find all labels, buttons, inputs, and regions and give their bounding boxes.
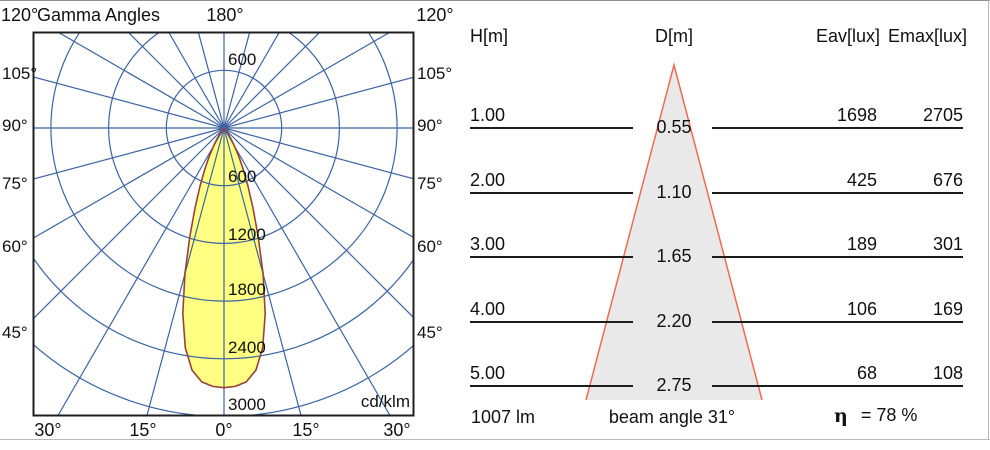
eav-value: 189: [846, 234, 877, 254]
gamma-label-bottom-0: 0°: [215, 420, 233, 440]
gamma-label-left-45: 45°: [2, 323, 28, 342]
d-value: 2.20: [656, 311, 692, 331]
gamma-label-bottom-15r: 15°: [292, 420, 320, 440]
ring-label-600-top: 600: [228, 50, 257, 69]
gamma-corner-label-right: 120°: [416, 5, 454, 25]
top-rule: [0, 0, 990, 1]
h-value: 3.00: [470, 234, 506, 254]
eav-value: 425: [846, 170, 877, 190]
ring-label-1800: 1800: [228, 280, 266, 299]
ring-label-3000: 3000: [228, 395, 266, 414]
col-header-emax: Emax[lux]: [887, 26, 967, 46]
d-value: 2.75: [656, 375, 692, 395]
polar-grid: [33, 32, 414, 416]
d-value: 1.65: [656, 246, 692, 266]
ring-label-1200: 1200: [228, 225, 266, 244]
beam-cone-fill: [586, 65, 762, 400]
eta-value-text: = 78 %: [860, 405, 918, 425]
row-line-left: [470, 127, 633, 129]
gamma-corner-label-left: 120°: [1, 5, 39, 25]
eta-symbol: η: [834, 405, 848, 427]
h-value: 2.00: [470, 170, 506, 190]
eav-value: 106: [846, 299, 877, 319]
right-rule: [988, 0, 989, 440]
ring-label-2400: 2400: [228, 338, 266, 357]
plot-border: [32, 31, 415, 417]
gamma-label-180: 180°: [206, 5, 244, 25]
polar-intensity-chart: [32, 31, 415, 417]
gamma-label-left-105: 105°: [2, 64, 38, 83]
gamma-label-right-60: 60°: [417, 237, 443, 256]
gamma-label-right-45: 45°: [417, 323, 443, 342]
emax-value: 676: [932, 170, 963, 190]
col-header-h: H[m]: [470, 26, 508, 46]
eav-value: 68: [856, 363, 877, 383]
h-value: 5.00: [470, 363, 506, 383]
bottom-rule: [0, 439, 990, 440]
row-line-left: [470, 192, 633, 194]
gamma-label-right-90: 90°: [417, 116, 443, 135]
row-line-right: [712, 321, 963, 323]
row-line-left: [470, 385, 633, 387]
eav-value: 1698: [836, 105, 877, 125]
gamma-label-left-60: 60°: [2, 237, 28, 256]
beam-angle-value: beam angle 31°: [608, 407, 736, 427]
gamma-label-left-90: 90°: [2, 116, 28, 135]
col-header-d: D[m]: [655, 26, 693, 46]
intensity-lobe-outline: [181, 126, 267, 389]
emax-value: 169: [932, 299, 963, 319]
row-line-left: [470, 321, 633, 323]
ring-label-600: 600: [228, 167, 257, 186]
chart-title: Gamma Angles: [37, 5, 161, 25]
row-line-left: [470, 256, 633, 258]
gamma-label-bottom-30r: 30°: [383, 420, 411, 440]
luminous-flux-value: 1007 lm: [471, 407, 536, 427]
d-value: 1.10: [656, 182, 692, 202]
emax-value: 2705: [922, 105, 963, 125]
unit-label-cdklm: cd/klm: [360, 392, 410, 411]
row-line-right: [712, 192, 963, 194]
emax-value: 108: [932, 363, 963, 383]
gamma-label-right-75: 75°: [417, 174, 443, 193]
h-value: 4.00: [470, 299, 506, 319]
h-value: 1.00: [470, 105, 506, 125]
efficiency-value: η = 78 %: [834, 405, 917, 428]
col-header-eav: Eav[lux]: [815, 26, 880, 46]
beam-cone-edges: [585, 62, 763, 401]
gamma-label-bottom-15l: 15°: [129, 420, 157, 440]
row-line-right: [712, 256, 963, 258]
gamma-label-left-75: 75°: [2, 174, 28, 193]
gamma-label-right-105: 105°: [417, 64, 453, 83]
row-line-right: [712, 385, 963, 387]
row-line-right: [712, 127, 963, 129]
beam-cone-diagram: [585, 62, 763, 401]
d-value: 0.55: [656, 117, 692, 137]
emax-value: 301: [932, 234, 963, 254]
gamma-label-bottom-30l: 30°: [34, 420, 62, 440]
